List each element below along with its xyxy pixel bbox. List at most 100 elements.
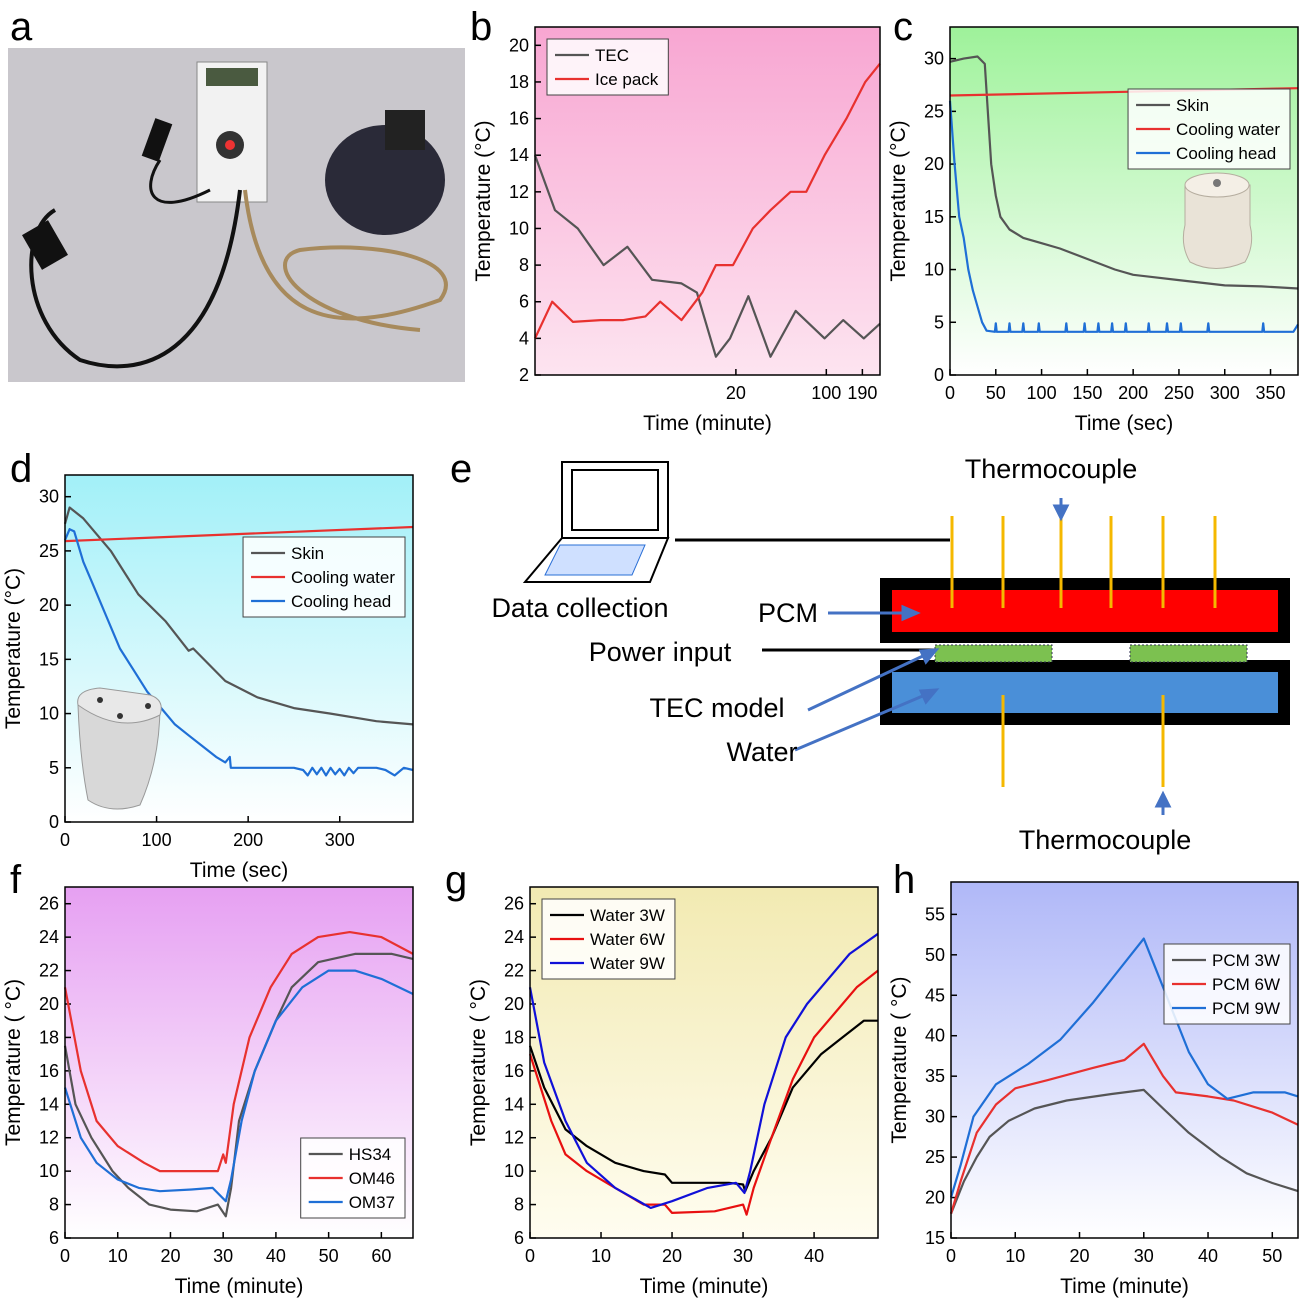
- legend-label: TEC: [595, 46, 629, 65]
- y-tick-label: 35: [925, 1066, 945, 1086]
- y-tick-label: 15: [924, 207, 944, 227]
- plot-frame: [534, 26, 881, 376]
- x-tick-label: 300: [325, 830, 355, 850]
- x-axis-label: Time (minute): [175, 1275, 304, 1298]
- inset-photo: [1182, 172, 1253, 269]
- legend-label: Water 6W: [590, 930, 665, 949]
- y-axis-label: Temperature (°C): [2, 568, 25, 729]
- diagram-label: Water: [726, 737, 797, 767]
- x-tick-label: 0: [946, 1246, 956, 1266]
- y-tick-label: 12: [509, 182, 529, 202]
- legend-label: HS34: [349, 1145, 392, 1164]
- y-axis-label: Temperature ( °C): [888, 976, 911, 1143]
- x-tick-label: 20: [662, 1246, 682, 1266]
- diagram: Thermocouple Data collection PCM Power i…: [491, 454, 1290, 855]
- x-tick-label: 0: [60, 1246, 70, 1266]
- panel-label: e: [450, 447, 472, 491]
- y-tick-label: 20: [39, 595, 59, 615]
- y-tick-label: 10: [924, 260, 944, 280]
- x-tick-label: 40: [266, 1246, 286, 1266]
- y-tick-label: 4: [519, 328, 529, 348]
- data-line: [948, 100, 1299, 333]
- data-line: [63, 528, 414, 777]
- y-tick-label: 20: [39, 994, 59, 1014]
- diagram-label: PCM: [758, 598, 818, 628]
- y-tick-label: 25: [39, 541, 59, 561]
- y-tick-label: 20: [509, 35, 529, 55]
- data-line: [63, 969, 414, 1203]
- y-tick-label: 18: [504, 1027, 524, 1047]
- x-tick-label: 0: [945, 383, 955, 403]
- legend-label: Cooling head: [1176, 144, 1276, 163]
- x-tick-label: 10: [108, 1246, 128, 1266]
- legend: HS34 OM46 OM37: [300, 1137, 406, 1219]
- water: [892, 672, 1278, 713]
- y-tick-label: 12: [504, 1128, 524, 1148]
- y-tick-label: 2: [519, 365, 529, 385]
- x-axis-label: Time (minute): [1060, 1275, 1189, 1298]
- device-display: [206, 68, 258, 86]
- x-tick-label: 200: [233, 830, 263, 850]
- photo: [8, 48, 465, 382]
- legend-label: Cooling water: [291, 568, 395, 587]
- plug: [22, 220, 68, 270]
- y-tick-label: 26: [504, 894, 524, 914]
- ice-pack: [325, 125, 445, 235]
- x-tick-label: 300: [1210, 383, 1240, 403]
- y-tick-label: 26: [39, 894, 59, 914]
- legend: Skin Cooling water Cooling head: [1127, 88, 1291, 170]
- x-axis-label: Time (sec): [190, 859, 288, 882]
- x-tick-label: 40: [1198, 1246, 1218, 1266]
- legend-label: Ice pack: [595, 70, 659, 89]
- data-line: [533, 154, 881, 358]
- pcm: [892, 590, 1278, 632]
- y-tick-label: 8: [514, 1195, 524, 1215]
- x-tick-label: 10: [591, 1246, 611, 1266]
- legend-label: OM46: [349, 1169, 395, 1188]
- y-tick-label: 45: [925, 985, 945, 1005]
- y-tick-label: 0: [49, 812, 59, 832]
- y-tick-label: 6: [514, 1228, 524, 1248]
- legend-label: PCM 9W: [1212, 999, 1280, 1018]
- plot-frame: [950, 881, 1299, 1239]
- legend: Water 3W Water 6W Water 9W: [541, 898, 676, 980]
- legend-label: PCM 3W: [1212, 951, 1280, 970]
- data-line: [534, 62, 881, 339]
- x-tick-label: 350: [1256, 383, 1286, 403]
- legend-label: OM37: [349, 1193, 395, 1212]
- panel-label: a: [10, 5, 33, 49]
- x-tick-label: 250: [1164, 383, 1194, 403]
- inset-photo: [77, 687, 162, 810]
- legend: Skin Cooling water Cooling head: [242, 536, 406, 618]
- x-tick-label: 20: [1070, 1246, 1090, 1266]
- y-tick-label: 12: [39, 1128, 59, 1148]
- x-tick-label: 60: [371, 1246, 391, 1266]
- y-tick-label: 18: [39, 1027, 59, 1047]
- y-tick-label: 8: [49, 1195, 59, 1215]
- y-tick-label: 5: [934, 312, 944, 332]
- x-tick-label: 100: [1027, 383, 1057, 403]
- x-tick-label: 100: [811, 383, 841, 403]
- panel-label: f: [10, 858, 22, 902]
- y-tick-label: 8: [519, 255, 529, 275]
- y-axis-label: Temperature ( °C): [2, 979, 25, 1146]
- y-tick-label: 24: [39, 927, 59, 947]
- y-tick-label: 30: [39, 487, 59, 507]
- fan-hub: [225, 140, 235, 150]
- legend-label: Water 3W: [590, 906, 665, 925]
- y-tick-label: 18: [509, 72, 529, 92]
- legend-label: Cooling head: [291, 592, 391, 611]
- y-tick-label: 14: [39, 1094, 59, 1114]
- data-line: [528, 932, 879, 1209]
- x-tick-label: 50: [1262, 1246, 1282, 1266]
- laptop-screen-inner: [571, 469, 659, 531]
- y-tick-label: 25: [925, 1147, 945, 1167]
- x-tick-label: 30: [213, 1246, 233, 1266]
- y-tick-label: 50: [925, 945, 945, 965]
- data-line: [949, 1088, 1299, 1215]
- x-tick-label: 0: [60, 830, 70, 850]
- data-line: [63, 931, 414, 1173]
- x-tick-label: 30: [733, 1246, 753, 1266]
- diagram-label: TEC model: [649, 693, 784, 723]
